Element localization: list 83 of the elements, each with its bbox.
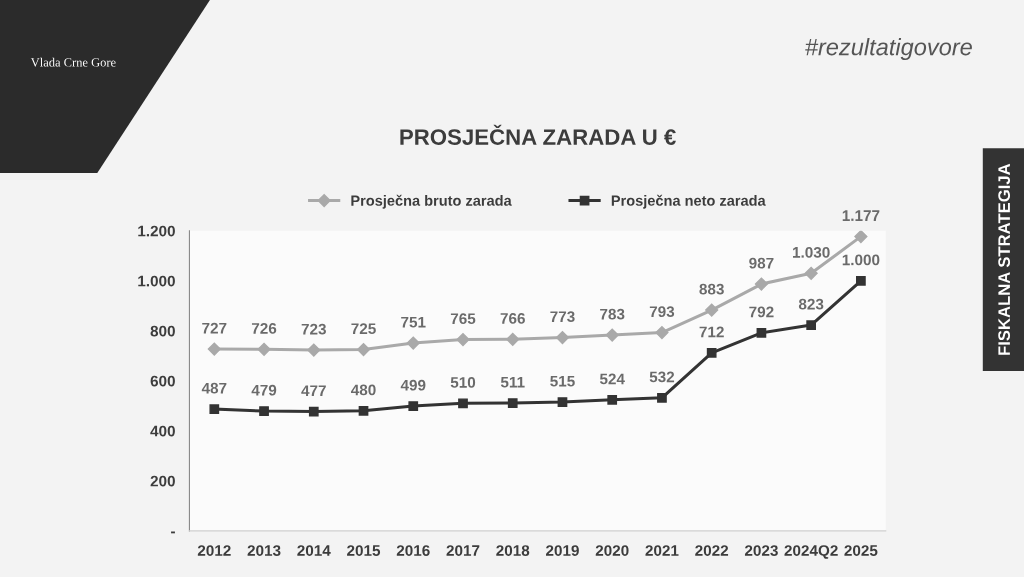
- data-label: 532: [649, 371, 675, 383]
- x-tick-label: 2024Q2: [784, 545, 838, 559]
- y-tick-label: 800: [150, 325, 175, 337]
- point: [308, 406, 319, 417]
- data-label: 515: [550, 375, 575, 387]
- point: [605, 328, 619, 342]
- point: [655, 325, 669, 340]
- x-tick-label: 2018: [496, 545, 530, 556]
- data-label: 883: [699, 283, 724, 295]
- point: [209, 404, 220, 414]
- chart-title: PROSJEČNA ZARADA U €: [400, 124, 676, 145]
- data-label: 727: [202, 322, 227, 334]
- point: [507, 398, 518, 408]
- data-label: 1.177: [842, 210, 880, 221]
- data-label: 726: [251, 322, 277, 334]
- point: [557, 397, 568, 407]
- x-tick-label: 2017: [446, 545, 480, 556]
- point: [406, 336, 420, 350]
- data-label: 480: [351, 384, 376, 396]
- data-label: 765: [450, 313, 476, 325]
- data-label: 712: [699, 326, 724, 338]
- x-tick-label: 2023: [744, 545, 778, 556]
- y-tick-label: 1.200: [138, 225, 175, 237]
- x-tick-label: 2021: [645, 545, 679, 556]
- text: #rezultatigovore: [805, 38, 972, 61]
- data-label: 766: [500, 312, 525, 324]
- y-tick-label: 200: [150, 475, 175, 487]
- point: [705, 303, 719, 317]
- data-label: 479: [251, 384, 277, 396]
- x-tick-label: 2019: [546, 545, 579, 556]
- data-label: 773: [550, 311, 575, 323]
- point: [754, 277, 769, 291]
- text: Vlada Crne Gore: [30, 57, 116, 67]
- x-tick-label: 2014: [297, 545, 331, 556]
- data-label: 487: [201, 382, 227, 394]
- point: [607, 394, 618, 405]
- x-tick-label: 2015: [347, 545, 381, 556]
- point: [657, 392, 667, 403]
- data-label: 1.000: [842, 254, 880, 266]
- legend-label: Prosječna neto zarada: [611, 194, 766, 209]
- point: [506, 332, 520, 346]
- data-label: 477: [301, 385, 326, 396]
- y-tick-label: 400: [150, 425, 175, 437]
- point: [356, 342, 371, 357]
- text: FISKALNA STRATEGIJA: [998, 163, 1011, 355]
- point: [456, 332, 470, 347]
- point: [555, 330, 570, 345]
- data-label: 1.030: [793, 246, 830, 258]
- x-tick-label: 2016: [396, 545, 430, 556]
- x-tick-label: 2013: [247, 545, 281, 556]
- data-label: 823: [798, 298, 824, 310]
- point: [756, 327, 767, 338]
- point: [408, 401, 419, 411]
- point: [856, 275, 866, 286]
- point: [706, 347, 717, 358]
- point: [804, 266, 818, 280]
- x-tick-label: 2025: [844, 545, 878, 556]
- point: [259, 406, 269, 416]
- data-label: 725: [351, 323, 376, 335]
- data-label: 792: [749, 306, 774, 318]
- x-tick-label: 2020: [595, 545, 629, 556]
- point: [854, 230, 868, 244]
- y-tick-label: 600: [150, 375, 175, 387]
- x-tick-label: 2022: [695, 545, 729, 556]
- y-tick-label: -: [171, 531, 175, 534]
- x-tick-label: 2012: [197, 545, 231, 556]
- data-label: 987: [749, 257, 774, 269]
- data-label: 783: [600, 308, 625, 320]
- point: [207, 342, 221, 356]
- legend-label: Prosječna bruto zarada: [351, 194, 512, 209]
- data-label: 793: [649, 306, 675, 318]
- data-label: 524: [599, 373, 625, 385]
- point: [307, 343, 321, 357]
- data-label: 511: [500, 376, 525, 388]
- data-label: 510: [450, 376, 476, 388]
- data-label: 499: [400, 379, 426, 391]
- point: [458, 398, 468, 409]
- point: [806, 320, 817, 330]
- data-label: 751: [401, 316, 426, 328]
- point: [257, 342, 271, 356]
- point: [358, 405, 369, 416]
- y-tick-label: 1.000: [138, 275, 175, 287]
- data-label: 723: [301, 323, 326, 335]
